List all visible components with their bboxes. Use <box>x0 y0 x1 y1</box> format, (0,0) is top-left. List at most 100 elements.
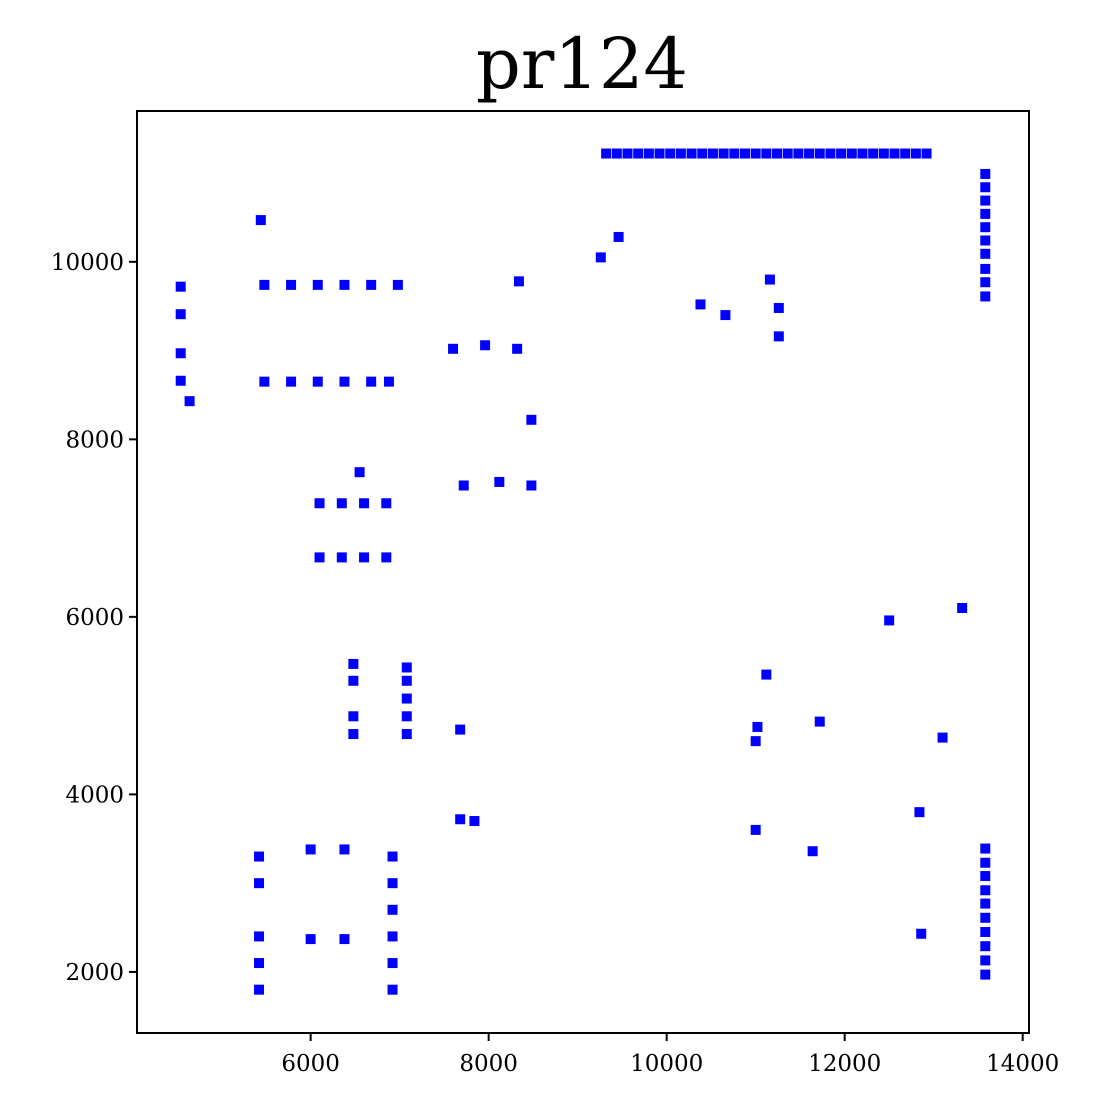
data-point <box>921 148 932 159</box>
data-point <box>675 148 686 159</box>
data-point <box>980 885 991 896</box>
data-point <box>980 871 991 882</box>
data-point <box>739 148 750 159</box>
data-point <box>383 376 394 387</box>
data-point <box>448 343 459 354</box>
x-tick-label: 10000 <box>630 1051 703 1077</box>
data-point <box>772 148 783 159</box>
data-point <box>387 851 398 862</box>
chart-title: pr124 <box>476 23 688 105</box>
data-point <box>305 844 316 855</box>
data-point <box>980 926 991 937</box>
data-point <box>752 721 763 732</box>
data-point <box>957 602 968 613</box>
data-point <box>980 843 991 854</box>
data-point <box>480 340 491 351</box>
data-point <box>312 376 323 387</box>
data-point <box>381 552 392 563</box>
data-point <box>286 376 297 387</box>
data-point <box>455 724 466 735</box>
data-point <box>980 912 991 923</box>
data-point <box>980 208 991 219</box>
data-point <box>354 467 365 478</box>
data-point <box>336 498 347 509</box>
data-point <box>773 331 784 342</box>
data-point <box>387 984 398 995</box>
x-tick-label: 6000 <box>281 1051 340 1077</box>
y-tick-label: 4000 <box>65 782 124 808</box>
data-point <box>314 498 325 509</box>
data-point <box>458 480 469 491</box>
data-point <box>910 148 921 159</box>
data-point <box>314 552 325 563</box>
y-tick-label: 8000 <box>65 427 124 453</box>
data-point <box>175 281 186 292</box>
data-point <box>773 302 784 313</box>
data-point <box>980 248 991 259</box>
data-point <box>513 276 524 287</box>
data-point <box>286 279 297 290</box>
data-point <box>937 732 948 743</box>
data-point <box>686 148 697 159</box>
data-point <box>665 148 676 159</box>
data-point <box>494 476 505 487</box>
data-point <box>312 279 323 290</box>
data-point <box>401 693 412 704</box>
data-point <box>878 148 889 159</box>
data-point <box>750 736 761 747</box>
data-point <box>526 480 537 491</box>
data-point <box>366 279 377 290</box>
data-point <box>814 716 825 727</box>
data-point <box>259 279 270 290</box>
data-point <box>254 984 265 995</box>
data-point <box>764 274 775 285</box>
data-point <box>761 148 772 159</box>
data-point <box>633 148 644 159</box>
data-point <box>884 615 895 626</box>
data-point <box>707 148 718 159</box>
data-point <box>804 148 815 159</box>
data-point <box>889 148 900 159</box>
data-point <box>381 498 392 509</box>
y-tick-label: 10000 <box>51 250 124 276</box>
data-point <box>980 235 991 246</box>
data-point <box>348 711 359 722</box>
x-axis: 6000 8000 10000 12000 14000 <box>281 1033 1059 1077</box>
data-point <box>825 148 836 159</box>
data-point <box>469 816 480 827</box>
data-point <box>401 675 412 686</box>
data-point <box>184 396 195 407</box>
data-point <box>175 375 186 386</box>
data-point <box>348 729 359 740</box>
data-point <box>980 277 991 288</box>
data-point <box>980 969 991 980</box>
data-point <box>255 215 266 226</box>
data-point <box>622 148 633 159</box>
data-point <box>782 148 793 159</box>
data-point <box>611 148 622 159</box>
data-point <box>980 941 991 952</box>
data-point <box>455 814 466 825</box>
data-point <box>387 904 398 915</box>
data-point <box>366 376 377 387</box>
y-tick-label: 6000 <box>65 605 124 631</box>
data-point <box>359 552 370 563</box>
data-point <box>175 348 186 359</box>
data-point <box>697 148 708 159</box>
data-point <box>846 148 857 159</box>
data-point <box>348 675 359 686</box>
data-point <box>512 343 523 354</box>
data-point <box>980 182 991 193</box>
data-point <box>980 195 991 206</box>
data-point <box>916 928 927 939</box>
x-tick-label: 12000 <box>808 1051 881 1077</box>
data-point <box>601 148 612 159</box>
data-point <box>336 552 347 563</box>
data-point <box>254 958 265 969</box>
data-point <box>729 148 740 159</box>
data-point <box>254 851 265 862</box>
data-point <box>868 148 879 159</box>
data-point <box>339 934 350 945</box>
data-point <box>339 279 350 290</box>
